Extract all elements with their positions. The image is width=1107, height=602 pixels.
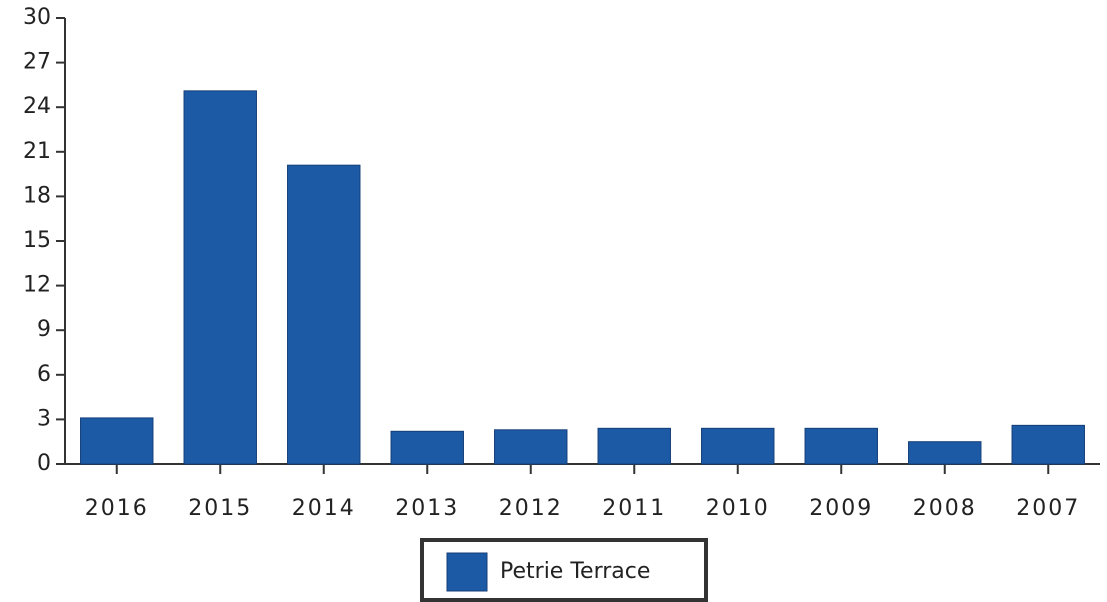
x-tick-label: 2008 xyxy=(913,496,977,521)
y-tick-label: 12 xyxy=(23,273,51,298)
x-tick-label: 2014 xyxy=(292,496,356,521)
bar xyxy=(1011,424,1085,465)
bar xyxy=(287,164,361,465)
y-tick-label: 3 xyxy=(37,406,51,431)
bar xyxy=(390,430,464,465)
bar xyxy=(597,427,671,465)
legend-swatch xyxy=(446,552,488,592)
x-tick-label: 2009 xyxy=(809,496,873,521)
y-tick-label: 24 xyxy=(23,94,51,119)
y-tick-label: 9 xyxy=(37,317,51,342)
y-tick-label: 27 xyxy=(23,50,51,75)
x-tick-label: 2007 xyxy=(1016,496,1080,521)
x-tick-label: 2010 xyxy=(706,496,770,521)
y-tick-label: 18 xyxy=(23,183,51,208)
legend-label: Petrie Terrace xyxy=(500,559,650,584)
y-tick-label: 15 xyxy=(23,228,51,253)
x-tick-label: 2013 xyxy=(395,496,459,521)
x-tick-label: 2012 xyxy=(499,496,563,521)
x-tick-label: 2016 xyxy=(85,496,149,521)
bar xyxy=(804,427,878,465)
x-tick-label: 2015 xyxy=(188,496,252,521)
bar xyxy=(701,427,775,465)
bar xyxy=(494,429,568,465)
bar xyxy=(183,90,257,465)
y-tick-label: 0 xyxy=(37,451,51,476)
y-tick-label: 30 xyxy=(23,5,51,30)
bar xyxy=(80,417,154,465)
bar xyxy=(908,441,982,465)
x-tick-label: 2011 xyxy=(602,496,666,521)
y-tick-label: 6 xyxy=(37,362,51,387)
y-tick-label: 21 xyxy=(23,139,51,164)
